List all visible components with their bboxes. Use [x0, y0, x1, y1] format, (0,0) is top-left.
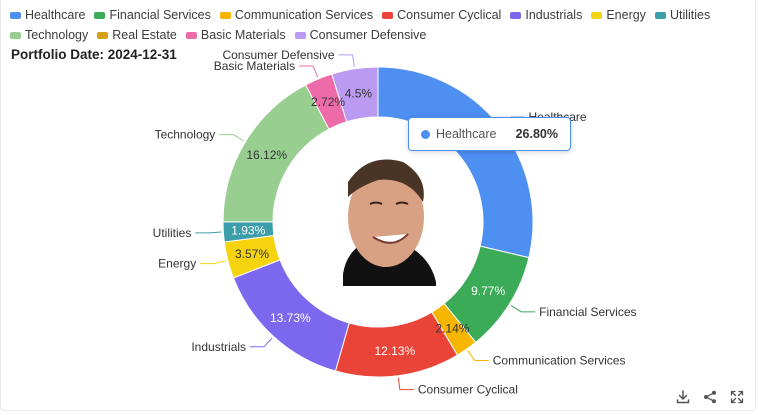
legend-swatch: [185, 31, 197, 39]
legend-swatch: [10, 11, 21, 19]
slice-label-consumer-defensive: 4.5%: [345, 86, 373, 100]
slice-label-financial-services: 9.77%: [471, 284, 505, 298]
slice-name-industrials: Industrials: [191, 340, 246, 354]
legend-swatch: [591, 11, 603, 19]
legend-label: Financial Services: [109, 8, 211, 22]
legend-label: Communication Services: [234, 8, 374, 22]
legend-swatch: [94, 11, 106, 19]
legend-label: Technology: [25, 28, 89, 42]
legend-item-consumer-cyclical[interactable]: Consumer Cyclical: [382, 6, 501, 24]
slice-name-consumer-defensive: Consumer Defensive: [222, 48, 334, 62]
slice-name-financial-services: Financial Services: [539, 305, 636, 319]
legend-label: Real Estate: [112, 28, 177, 42]
slice-consumer-defensive[interactable]: [331, 66, 379, 123]
portfolio-date: Portfolio Date: 2024-12-31: [11, 47, 177, 62]
leader-line-financial-services: [510, 305, 536, 313]
slice-label-technology: 16.12%: [246, 148, 287, 162]
legend-swatch: [97, 31, 109, 39]
slice-label-communication-services: 2.14%: [435, 322, 469, 336]
chart-toolbox: [674, 388, 746, 406]
legend-swatch: [654, 11, 666, 19]
legend-label: Consumer Defensive: [309, 28, 427, 42]
legend-item-healthcare[interactable]: Healthcare: [10, 6, 85, 24]
legend-swatch: [294, 31, 306, 39]
leader-line-technology: [219, 134, 244, 142]
leader-line-energy: [200, 260, 226, 265]
slice-name-consumer-cyclical: Consumer Cyclical: [418, 383, 518, 397]
legend-item-real-estate[interactable]: Real Estate: [97, 26, 177, 44]
leader-line-basic-materials: [299, 65, 319, 78]
share-icon[interactable]: [701, 388, 719, 406]
legend-item-consumer-defensive[interactable]: Consumer Defensive: [294, 26, 427, 44]
slice-name-communication-services: Communication Services: [493, 354, 626, 368]
download-icon[interactable]: [674, 388, 692, 406]
donut-segments: [222, 66, 534, 378]
tooltip-name: Healthcare: [436, 127, 497, 141]
fullscreen-icon[interactable]: [728, 388, 746, 406]
legend-label: Consumer Cyclical: [397, 8, 502, 22]
legend-label: Energy: [606, 8, 646, 22]
slice-label-energy: 3.57%: [235, 247, 269, 261]
chart-tooltip: Healthcare 26.80%: [408, 117, 571, 151]
slice-label-basic-materials: 2.72%: [311, 95, 345, 109]
leader-line-industrials: [250, 337, 273, 348]
chart-legend: Healthcare Financial Services Communicatio…: [10, 6, 730, 44]
outer-labels: Healthcare Financial Services Communicatio…: [153, 48, 637, 397]
slice-label-utilities: 1.93%: [231, 223, 265, 237]
slice-name-energy: Energy: [158, 257, 196, 271]
legend-item-industrials[interactable]: Industrials: [510, 6, 582, 24]
legend-label: Utilities: [669, 8, 711, 22]
leader-line-consumer-defensive: [338, 54, 355, 67]
center-portrait-photo: [275, 119, 481, 325]
slice-name-technology: Technology: [155, 128, 216, 142]
legend-item-financial-services[interactable]: Financial Services: [94, 6, 211, 24]
slice-label-industrials: 13.73%: [270, 311, 311, 325]
tooltip-dot: [421, 129, 430, 139]
legend-swatch: [510, 11, 522, 19]
tooltip-value: 26.80%: [515, 127, 558, 141]
legend-swatch: [10, 31, 21, 39]
legend-label: Industrials: [525, 8, 583, 22]
legend-item-technology[interactable]: Technology: [10, 26, 88, 44]
legend-item-utilities[interactable]: Utilities: [654, 6, 711, 24]
legend-label: Healthcare: [25, 8, 86, 22]
slice-name-basic-materials: Basic Materials: [214, 59, 295, 73]
slice-name-utilities: Utilities: [153, 226, 192, 240]
legend-swatch: [219, 11, 231, 19]
legend-swatch: [382, 11, 394, 19]
leader-line-utilities: [195, 231, 222, 234]
leader-line-communication-services: [467, 350, 489, 362]
legend-item-energy[interactable]: Energy: [591, 6, 646, 24]
leader-line-consumer-cyclical: [397, 377, 414, 391]
legend-item-basic-materials[interactable]: Basic Materials: [185, 26, 286, 44]
legend-label: Basic Materials: [200, 28, 286, 42]
slice-labels: 9.77% 2.14% 12.13% 13.73% 3.57% 1.93% 16.12% 2.…: [231, 86, 505, 357]
slice-label-consumer-cyclical: 12.13%: [374, 344, 415, 358]
legend-item-communication-services[interactable]: Communication Services: [219, 6, 374, 24]
